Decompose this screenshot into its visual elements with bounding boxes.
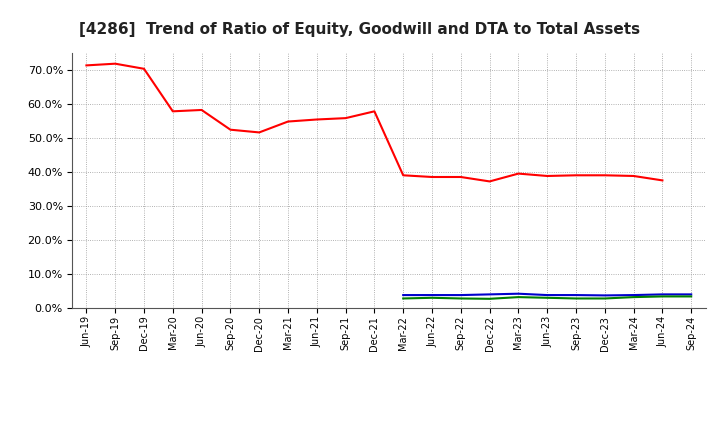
Equity xyxy=(226,127,235,132)
Equity xyxy=(111,61,120,66)
Equity xyxy=(284,119,292,124)
Equity xyxy=(255,130,264,135)
Deferred Tax Assets xyxy=(543,295,552,301)
Deferred Tax Assets xyxy=(428,295,436,301)
Equity xyxy=(572,172,580,178)
Deferred Tax Assets xyxy=(485,296,494,301)
Equity xyxy=(600,172,609,178)
Equity xyxy=(543,173,552,179)
Goodwill xyxy=(600,293,609,298)
Goodwill xyxy=(428,293,436,298)
Goodwill xyxy=(514,291,523,297)
Goodwill xyxy=(485,292,494,297)
Goodwill xyxy=(572,293,580,298)
Equity xyxy=(658,178,667,183)
Goodwill xyxy=(543,293,552,298)
Line: Deferred Tax Assets: Deferred Tax Assets xyxy=(403,297,691,299)
Goodwill xyxy=(456,293,465,298)
Equity xyxy=(197,107,206,113)
Goodwill xyxy=(629,293,638,298)
Deferred Tax Assets xyxy=(456,296,465,301)
Deferred Tax Assets xyxy=(687,294,696,299)
Deferred Tax Assets xyxy=(658,294,667,299)
Equity xyxy=(456,174,465,180)
Goodwill xyxy=(687,292,696,297)
Goodwill xyxy=(658,292,667,297)
Equity xyxy=(168,109,177,114)
Deferred Tax Assets xyxy=(514,294,523,300)
Equity xyxy=(514,171,523,176)
Goodwill xyxy=(399,293,408,298)
Equity xyxy=(485,179,494,184)
Deferred Tax Assets xyxy=(572,296,580,301)
Equity xyxy=(82,63,91,68)
Equity xyxy=(629,173,638,179)
Equity xyxy=(140,66,148,71)
Equity xyxy=(312,117,321,122)
Deferred Tax Assets xyxy=(399,296,408,301)
Line: Equity: Equity xyxy=(86,64,662,181)
Deferred Tax Assets xyxy=(629,294,638,300)
Equity xyxy=(341,115,350,121)
Deferred Tax Assets xyxy=(600,296,609,301)
Text: [4286]  Trend of Ratio of Equity, Goodwill and DTA to Total Assets: [4286] Trend of Ratio of Equity, Goodwil… xyxy=(79,22,641,37)
Equity xyxy=(399,172,408,178)
Line: Goodwill: Goodwill xyxy=(403,294,691,295)
Equity xyxy=(428,174,436,180)
Equity xyxy=(370,109,379,114)
